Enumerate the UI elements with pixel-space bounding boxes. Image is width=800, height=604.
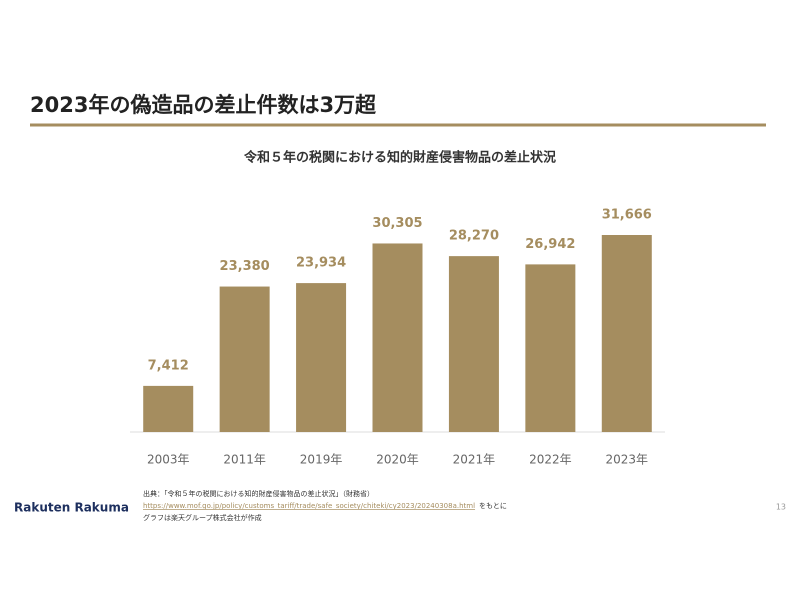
source-url[interactable]: https://www.mof.go.jp/policy/customs_tar… <box>143 502 475 510</box>
value-label: 23,934 <box>296 256 346 271</box>
bar <box>219 286 270 432</box>
slide-title: 2023年の偽造品の差止件数は3万超 <box>30 93 377 117</box>
source-suffix: をもとに <box>479 502 507 510</box>
bar <box>448 256 499 432</box>
logo: Rakuten Rakuma <box>14 501 129 515</box>
bar <box>296 283 347 432</box>
x-tick-label: 2019年 <box>300 453 343 467</box>
bar <box>525 264 576 432</box>
chart-title: 令和５年の税関における知的財産侵害物品の差止状況 <box>244 150 556 166</box>
x-tick-label: 2020年 <box>376 453 419 467</box>
x-tick-label: 2023年 <box>606 453 649 467</box>
bar <box>372 243 423 432</box>
page-number: 13 <box>776 503 786 512</box>
value-label: 23,380 <box>220 259 270 274</box>
source-url-line: https://www.mof.go.jp/policy/customs_tar… <box>143 502 507 510</box>
value-label: 7,412 <box>148 358 189 373</box>
value-label: 26,942 <box>525 237 575 252</box>
x-tick-label: 2003年 <box>147 453 190 467</box>
value-label: 30,305 <box>372 216 422 231</box>
source-text: グラフは楽天グループ株式会社が作成 <box>143 513 262 522</box>
source-text: 出典：「令和５年の税関における知的財産侵害物品の差止状況」（財務省） <box>143 489 374 498</box>
value-label: 28,270 <box>449 229 499 244</box>
x-tick-label: 2011年 <box>223 453 266 467</box>
bar <box>143 385 194 432</box>
bar <box>601 235 652 432</box>
x-tick-label: 2022年 <box>529 453 572 467</box>
value-label: 31,666 <box>602 208 652 223</box>
x-tick-label: 2021年 <box>453 453 496 467</box>
